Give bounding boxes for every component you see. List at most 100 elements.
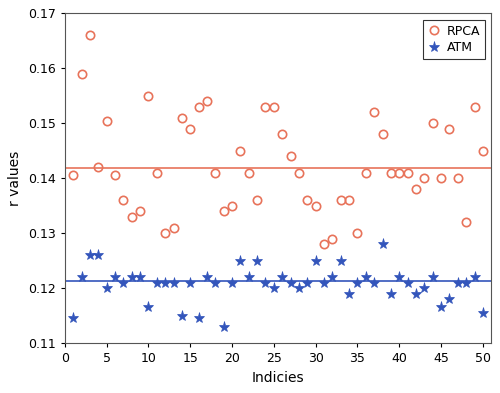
RPCA — [363, 170, 369, 175]
RPCA — [112, 173, 118, 178]
RPCA — [404, 170, 410, 175]
RPCA — [321, 242, 327, 246]
RPCA — [371, 110, 377, 115]
RPCA — [204, 99, 210, 104]
Legend: RPCA, ATM: RPCA, ATM — [423, 20, 485, 59]
Y-axis label: r values: r values — [8, 151, 22, 206]
ATM — [455, 280, 461, 285]
RPCA — [472, 105, 478, 109]
Line: ATM: ATM — [68, 239, 488, 332]
RPCA — [220, 209, 226, 213]
RPCA — [304, 198, 310, 202]
RPCA — [70, 173, 76, 178]
RPCA — [338, 198, 344, 202]
RPCA — [480, 149, 486, 153]
ATM — [229, 280, 235, 285]
ATM — [128, 275, 134, 279]
RPCA — [279, 132, 285, 137]
RPCA — [262, 105, 268, 109]
ATM — [288, 280, 294, 285]
RPCA — [446, 127, 452, 131]
Line: RPCA: RPCA — [69, 31, 487, 248]
ATM — [472, 275, 478, 279]
ATM — [354, 280, 360, 285]
RPCA — [396, 170, 402, 175]
ATM — [404, 280, 410, 285]
ATM — [422, 286, 428, 290]
RPCA — [104, 118, 110, 123]
RPCA — [196, 105, 202, 109]
ATM — [296, 286, 302, 290]
RPCA — [87, 33, 93, 38]
ATM — [262, 280, 268, 285]
ATM — [338, 258, 344, 263]
ATM — [238, 258, 244, 263]
ATM — [87, 253, 93, 257]
ATM — [271, 286, 277, 290]
RPCA — [422, 176, 428, 180]
ATM — [363, 275, 369, 279]
ATM — [371, 280, 377, 285]
ATM — [463, 280, 469, 285]
ATM — [104, 286, 110, 290]
ATM — [304, 280, 310, 285]
RPCA — [455, 176, 461, 180]
ATM — [154, 280, 160, 285]
RPCA — [238, 149, 244, 153]
RPCA — [254, 198, 260, 202]
RPCA — [154, 170, 160, 175]
ATM — [220, 324, 226, 329]
RPCA — [388, 170, 394, 175]
RPCA — [354, 231, 360, 235]
RPCA — [413, 187, 419, 191]
ATM — [146, 305, 152, 310]
ATM — [78, 275, 84, 279]
ATM — [120, 280, 126, 285]
RPCA — [463, 220, 469, 224]
ATM — [388, 291, 394, 296]
RPCA — [170, 225, 176, 230]
RPCA — [146, 94, 152, 98]
RPCA — [438, 176, 444, 180]
ATM — [380, 242, 386, 246]
ATM — [480, 310, 486, 315]
RPCA — [78, 72, 84, 76]
RPCA — [271, 105, 277, 109]
ATM — [112, 275, 118, 279]
ATM — [204, 275, 210, 279]
ATM — [70, 316, 76, 321]
ATM — [196, 316, 202, 321]
ATM — [187, 280, 193, 285]
ATM — [321, 280, 327, 285]
ATM — [446, 297, 452, 301]
ATM — [438, 305, 444, 310]
RPCA — [162, 231, 168, 235]
ATM — [254, 258, 260, 263]
RPCA — [212, 170, 218, 175]
RPCA — [95, 165, 101, 169]
ATM — [430, 275, 436, 279]
RPCA — [312, 203, 318, 208]
RPCA — [120, 198, 126, 202]
RPCA — [246, 170, 252, 175]
ATM — [346, 291, 352, 296]
X-axis label: Indicies: Indicies — [252, 371, 304, 385]
ATM — [95, 253, 101, 257]
ATM — [137, 275, 143, 279]
ATM — [330, 275, 336, 279]
ATM — [212, 280, 218, 285]
RPCA — [430, 121, 436, 126]
ATM — [312, 258, 318, 263]
ATM — [279, 275, 285, 279]
RPCA — [296, 170, 302, 175]
RPCA — [330, 236, 336, 241]
RPCA — [137, 209, 143, 213]
RPCA — [380, 132, 386, 137]
ATM — [162, 280, 168, 285]
ATM — [170, 280, 176, 285]
RPCA — [187, 127, 193, 131]
RPCA — [288, 154, 294, 159]
ATM — [413, 291, 419, 296]
ATM — [179, 313, 185, 318]
ATM — [246, 275, 252, 279]
